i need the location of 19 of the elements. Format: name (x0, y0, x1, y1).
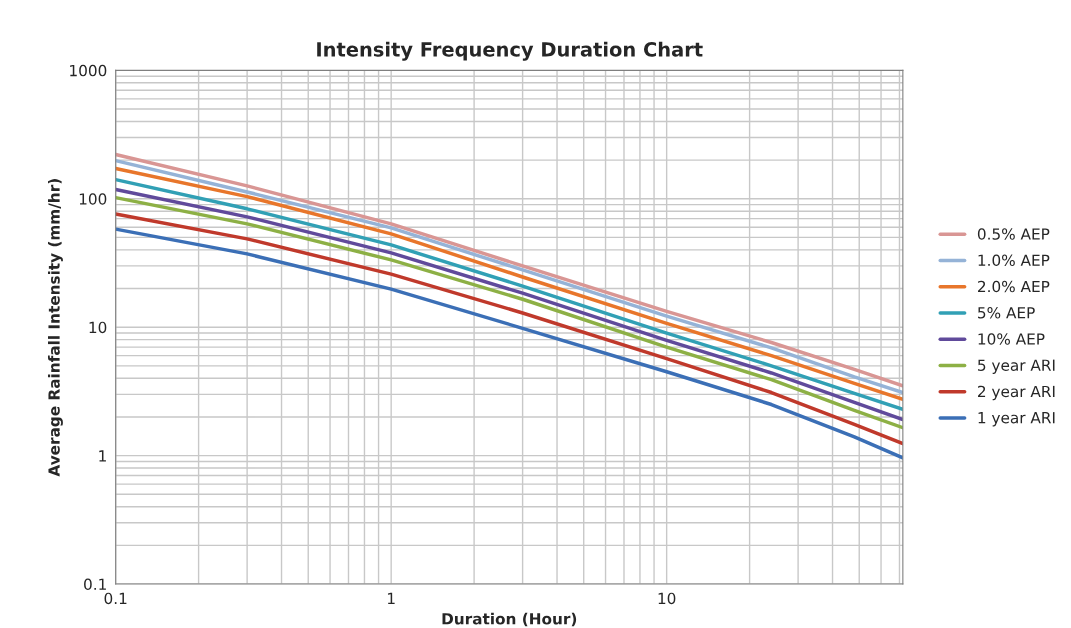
legend-label: 2 year ARI (978, 385, 1055, 401)
y-tick-label: 1000 (70, 64, 107, 77)
legend-label: 5 year ARI (978, 359, 1055, 374)
y-tick-label: 0.1 (84, 578, 106, 591)
y-tick-label: 1 (99, 450, 106, 462)
y-tick-label: 100 (79, 193, 107, 205)
legend-label: 0.5% AEP (977, 228, 1050, 240)
legend-label: 10% AEP (978, 333, 1045, 345)
x-axis-title: Duration (Hour) (442, 612, 577, 627)
x-tick-label: 1 (387, 592, 395, 604)
chart-title: Intensity Frequency Duration Chart (317, 41, 703, 61)
x-tick-label: 0.1 (104, 592, 127, 605)
legend-label: 1 year ARI (978, 412, 1055, 427)
y-tick-label: 10 (89, 321, 107, 334)
legend-label: 5% AEP (978, 306, 1035, 319)
legend-label: 2.0% AEP (978, 280, 1050, 293)
legend-label: 1.0% AEP (978, 254, 1050, 267)
y-axis-title: Average Rainfall Intensity (mm/hr) (47, 179, 63, 477)
x-tick-label: 10 (658, 592, 676, 605)
